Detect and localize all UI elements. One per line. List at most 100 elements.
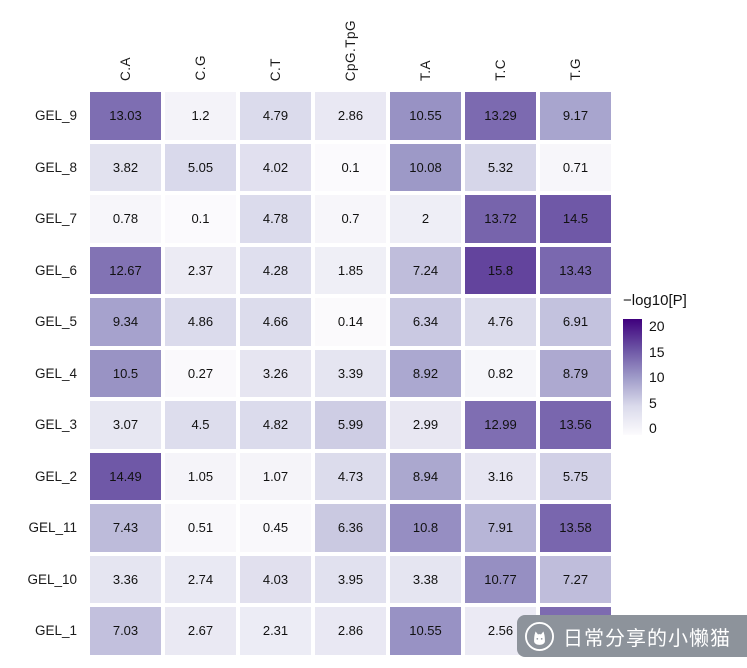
heatmap-plot: C.A C.G C.T CpG.TpG T.A T.C T.G GEL_9 13.03 1.2 4.… bbox=[0, 0, 613, 655]
heatmap-cell: 7.03 bbox=[90, 607, 161, 655]
heatmap-cell: 0.82 bbox=[465, 349, 536, 397]
legend-gradient-bar bbox=[623, 319, 642, 435]
heatmap-cell: 4.82 bbox=[240, 401, 311, 449]
heatmap-cell: 4.66 bbox=[240, 298, 311, 346]
heatmap-cell: 2.67 bbox=[165, 607, 236, 655]
heatmap-cell: 1.05 bbox=[165, 452, 236, 500]
heatmap-cell: 9.34 bbox=[90, 298, 161, 346]
heatmap-cell: 3.36 bbox=[90, 555, 161, 603]
heatmap-cell: 5.99 bbox=[315, 401, 386, 449]
heatmap-cell: 4.79 bbox=[240, 92, 311, 140]
heatmap-cell: 0.71 bbox=[540, 143, 611, 191]
heatmap-cell: 10.8 bbox=[390, 504, 461, 552]
col-label: C.A bbox=[88, 0, 163, 90]
heatmap-cell: 0.14 bbox=[315, 298, 386, 346]
heatmap-cell: 10.5 bbox=[90, 349, 161, 397]
heatmap-cell: 3.82 bbox=[90, 143, 161, 191]
heatmap-cell: 1.85 bbox=[315, 246, 386, 294]
heatmap-cell: 14.5 bbox=[540, 195, 611, 243]
heatmap-cell: 13.58 bbox=[540, 504, 611, 552]
heatmap-cell: 0.7 bbox=[315, 195, 386, 243]
heatmap-cell: 7.43 bbox=[90, 504, 161, 552]
watermark-text: 日常分享的小懒猫 bbox=[563, 627, 731, 650]
legend-tick-labels: 20 15 10 5 0 bbox=[649, 318, 679, 436]
heatmap-cell: 4.5 bbox=[165, 401, 236, 449]
heatmap-cell: 8.92 bbox=[390, 349, 461, 397]
heatmap-cell: 2.74 bbox=[165, 555, 236, 603]
col-label-text: C.G bbox=[193, 55, 208, 81]
heatmap-cell: 4.76 bbox=[465, 298, 536, 346]
heatmap-cell: 13.56 bbox=[540, 401, 611, 449]
row-label: GEL_7 bbox=[34, 211, 77, 227]
legend-tick: 15 bbox=[649, 343, 665, 360]
heatmap-cell: 5.05 bbox=[165, 143, 236, 191]
row-label: GEL_9 bbox=[34, 108, 77, 124]
heatmap-cell: 6.34 bbox=[390, 298, 461, 346]
row-label: GEL_4 bbox=[34, 365, 77, 381]
heatmap-cell: 5.32 bbox=[465, 143, 536, 191]
heatmap-cell: 0.1 bbox=[165, 195, 236, 243]
heatmap-cell: 10.55 bbox=[390, 92, 461, 140]
heatmap-cell: 4.02 bbox=[240, 143, 311, 191]
row-label: GEL_10 bbox=[27, 571, 77, 587]
heatmap-cell: 3.95 bbox=[315, 555, 386, 603]
heatmap-cell: 4.28 bbox=[240, 246, 311, 294]
heatmap-cell: 3.16 bbox=[465, 452, 536, 500]
heatmap-cell: 4.78 bbox=[240, 195, 311, 243]
heatmap-cell: 5.75 bbox=[540, 452, 611, 500]
col-label: T.G bbox=[538, 0, 613, 90]
watermark: 日常分享的小懒猫 bbox=[517, 615, 747, 657]
heatmap-cell: 0.78 bbox=[90, 195, 161, 243]
row-label: GEL_5 bbox=[34, 314, 77, 330]
heatmap-cell: 7.91 bbox=[465, 504, 536, 552]
heatmap-cell: 13.29 bbox=[465, 92, 536, 140]
legend-tick: 10 bbox=[649, 369, 665, 385]
row-label: GEL_2 bbox=[34, 468, 77, 484]
heatmap-cell: 2.86 bbox=[315, 92, 386, 140]
heatmap-cell: 2.37 bbox=[165, 246, 236, 294]
heatmap-cell: 13.72 bbox=[465, 195, 536, 243]
col-label-text: C.A bbox=[118, 56, 133, 81]
col-label-text: T.G bbox=[568, 58, 583, 81]
heatmap-cell: 10.55 bbox=[390, 607, 461, 655]
col-label: C.G bbox=[163, 0, 238, 90]
col-label-text: C.T bbox=[268, 57, 283, 81]
heatmap-cell: 12.99 bbox=[465, 401, 536, 449]
col-label-text: T.A bbox=[418, 59, 433, 81]
heatmap-cell: 2.31 bbox=[240, 607, 311, 655]
heatmap-cell: 3.07 bbox=[90, 401, 161, 449]
heatmap-cell: 4.03 bbox=[240, 555, 311, 603]
heatmap-cell: 13.43 bbox=[540, 246, 611, 294]
col-label-text: CpG.TpG bbox=[343, 19, 358, 81]
color-legend: −log10[P] 20 15 10 5 0 bbox=[613, 0, 745, 657]
heatmap-cell: 10.08 bbox=[390, 143, 461, 191]
heatmap-cell: 7.24 bbox=[390, 246, 461, 294]
heatmap-cell: 0.27 bbox=[165, 349, 236, 397]
row-label: GEL_6 bbox=[34, 262, 77, 278]
heatmap-cell: 13.03 bbox=[90, 92, 161, 140]
legend-tick: 5 bbox=[649, 394, 657, 411]
heatmap-cell: 3.39 bbox=[315, 349, 386, 397]
heatmap-cell: 1.07 bbox=[240, 452, 311, 500]
legend-tick: 0 bbox=[649, 420, 657, 436]
heatmap-cell: 8.94 bbox=[390, 452, 461, 500]
col-label: T.A bbox=[388, 0, 463, 90]
cat-logo-icon bbox=[524, 621, 555, 652]
heatmap-cell: 15.8 bbox=[465, 246, 536, 294]
legend-tick: 20 bbox=[649, 318, 665, 334]
col-label: C.T bbox=[238, 0, 313, 90]
heatmap-cell: 2 bbox=[390, 195, 461, 243]
heatmap-cell: 2.99 bbox=[390, 401, 461, 449]
heatmap-cell: 2.86 bbox=[315, 607, 386, 655]
heatmap-cell: 12.67 bbox=[90, 246, 161, 294]
heatmap-cell: 0.1 bbox=[315, 143, 386, 191]
legend-body: 20 15 10 5 0 bbox=[623, 318, 679, 436]
heatmap-cell: 4.86 bbox=[165, 298, 236, 346]
axis-corner bbox=[0, 0, 88, 90]
heatmap-cell: 0.45 bbox=[240, 504, 311, 552]
heatmap-cell: 0.51 bbox=[165, 504, 236, 552]
col-label-text: T.C bbox=[493, 59, 508, 81]
heatmap-cell: 10.77 bbox=[465, 555, 536, 603]
row-label: GEL_11 bbox=[28, 520, 77, 536]
